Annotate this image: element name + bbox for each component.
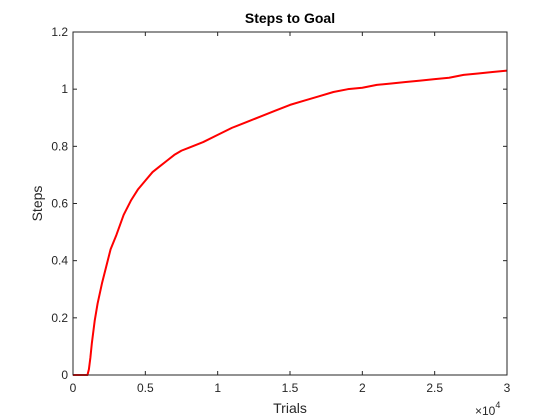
plot-background [73, 32, 507, 375]
y-axis-label: Steps [29, 186, 45, 222]
x-tick-label: 2 [359, 381, 366, 395]
x-tick-label: 2.5 [426, 381, 443, 395]
x-tick-label: 1.5 [282, 381, 299, 395]
x-axis-label: Trials [273, 400, 307, 416]
x-exponent-power: 4 [495, 400, 500, 410]
series-line [73, 69, 508, 376]
axes-box [72, 31, 508, 376]
y-tick-label: 0.4 [51, 254, 68, 268]
x-exponent-base: ×10 [475, 404, 496, 418]
y-tick-label: 0 [61, 368, 68, 382]
y-tick-label: 0.2 [51, 311, 68, 325]
y-tick-label: 0.6 [51, 197, 68, 211]
x-tick-label: 3 [504, 381, 511, 395]
x-exponent-label: ×104 [475, 400, 500, 418]
y-tick-label: 1.2 [51, 25, 68, 39]
series-layer [73, 69, 508, 376]
y-tick-label: 0.8 [51, 139, 68, 153]
x-tick-label: 0 [70, 381, 77, 395]
chart-title: Steps to Goal [245, 10, 335, 26]
x-tick-label: 1 [214, 381, 221, 395]
ticks-layer: 0 0.5 1 1.5 2 2.5 3 0 0.2 0.4 0.6 0.8 1 1.2 [51, 25, 510, 395]
y-tick-label: 1 [61, 82, 68, 96]
x-tick-label: 0.5 [137, 381, 154, 395]
